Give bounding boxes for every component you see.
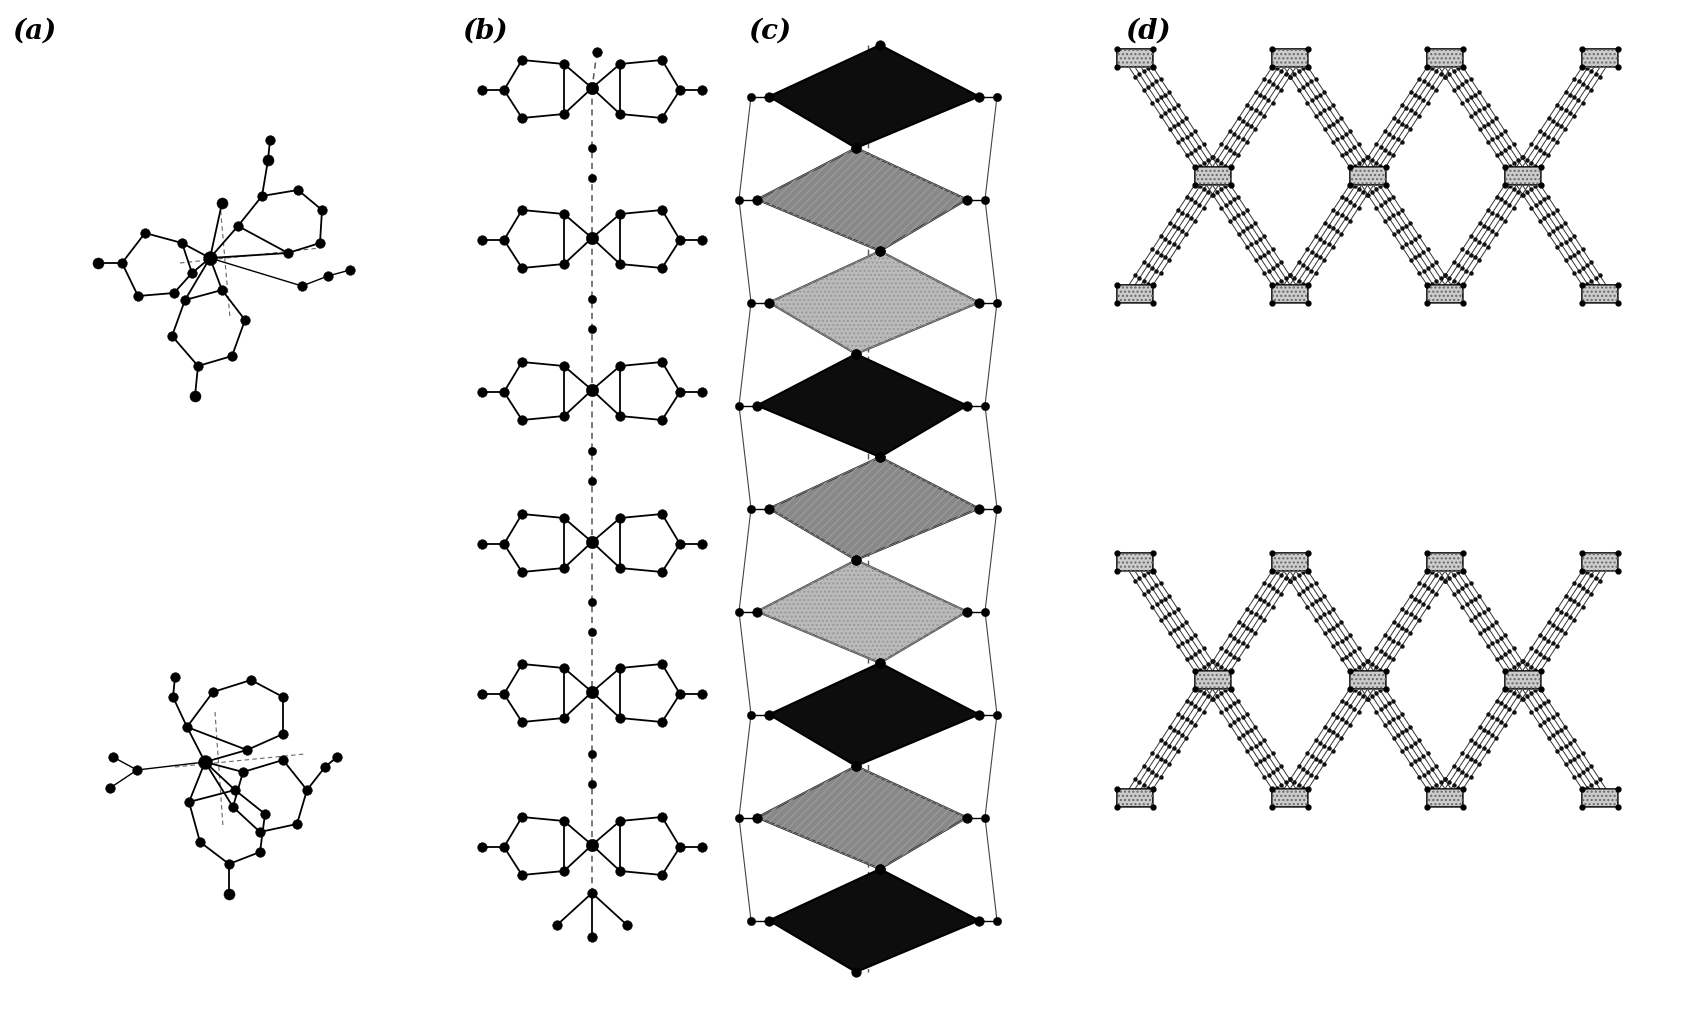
Polygon shape (1504, 167, 1541, 185)
Polygon shape (757, 766, 967, 869)
Polygon shape (769, 45, 979, 148)
Polygon shape (769, 251, 979, 354)
Polygon shape (1349, 167, 1386, 185)
Polygon shape (1349, 671, 1386, 689)
Polygon shape (1272, 789, 1308, 807)
Polygon shape (1582, 285, 1618, 303)
Polygon shape (1427, 789, 1463, 807)
Polygon shape (1117, 553, 1153, 571)
Polygon shape (1272, 285, 1308, 303)
Polygon shape (1427, 553, 1463, 571)
Polygon shape (1582, 49, 1618, 67)
Polygon shape (1582, 553, 1618, 571)
Polygon shape (1504, 671, 1541, 689)
Polygon shape (757, 148, 967, 251)
Text: (b): (b) (462, 18, 508, 45)
Polygon shape (1117, 49, 1153, 67)
Polygon shape (1117, 285, 1153, 303)
Polygon shape (1427, 49, 1463, 67)
Polygon shape (757, 560, 967, 663)
Text: (d): (d) (1125, 18, 1171, 45)
Polygon shape (1272, 49, 1308, 67)
Polygon shape (769, 457, 979, 560)
Polygon shape (1117, 789, 1153, 807)
Polygon shape (757, 354, 967, 457)
Polygon shape (1195, 167, 1231, 185)
Polygon shape (1427, 285, 1463, 303)
Polygon shape (769, 663, 979, 766)
Polygon shape (769, 869, 979, 972)
Polygon shape (1272, 553, 1308, 571)
Text: (c): (c) (748, 18, 791, 45)
Polygon shape (1582, 789, 1618, 807)
Text: (a): (a) (12, 18, 56, 45)
Polygon shape (1195, 671, 1231, 689)
